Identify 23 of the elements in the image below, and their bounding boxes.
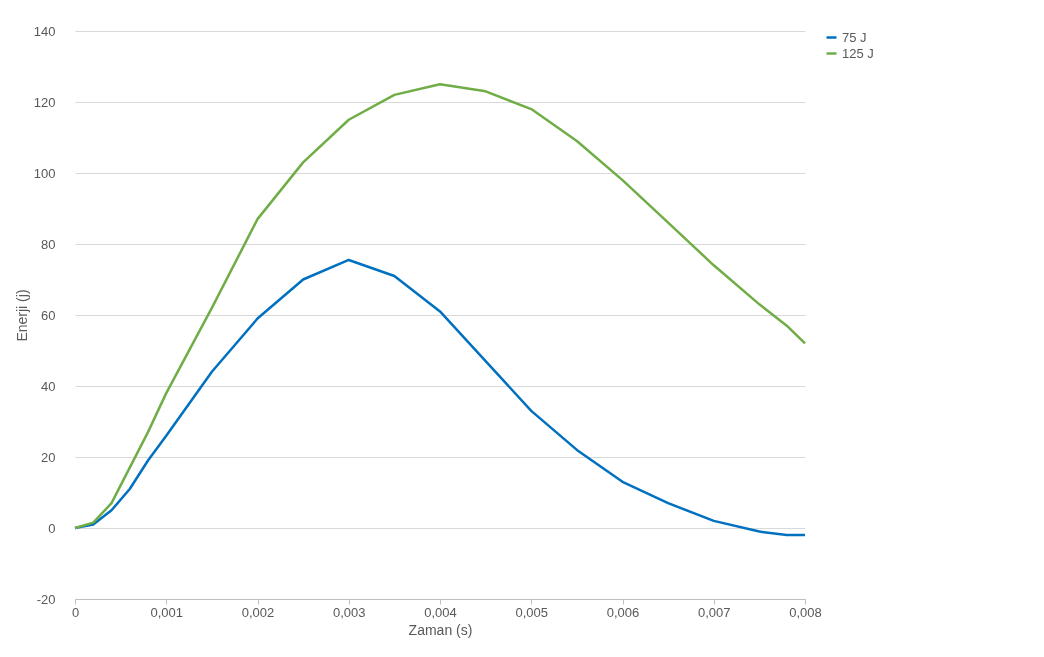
legend-label: 75 J (842, 29, 867, 45)
y-axis-title: Enerji (j) (13, 289, 30, 342)
y-tick-label: 40 (41, 378, 56, 394)
y-tick-label: 0 (48, 520, 56, 536)
x-tick-label: 0,007 (697, 604, 731, 620)
y-tick-label: 100 (33, 165, 56, 181)
x-tick-label: 0,008 (789, 604, 822, 620)
x-axis-title: Zaman (s) (408, 621, 473, 638)
x-tick-label: 0,003 (332, 604, 366, 620)
y-tick-label: 20 (41, 449, 56, 465)
y-tick-label: 120 (33, 94, 56, 110)
y-tick-label: 60 (41, 307, 56, 323)
y-tick-label: -20 (36, 591, 56, 607)
x-tick-label: 0 (71, 604, 80, 620)
x-tick-label: 0,005 (515, 604, 549, 620)
x-tick-label: 0,001 (150, 604, 184, 620)
x-tick-label: 0,006 (606, 604, 640, 620)
x-tick-label: 0,002 (241, 604, 275, 620)
legend-label: 125 J (842, 45, 874, 61)
y-tick-label: 140 (33, 23, 56, 39)
y-tick-label: 80 (41, 236, 56, 252)
line-series (73, 83, 807, 530)
x-tick-label: 0,004 (424, 604, 457, 620)
